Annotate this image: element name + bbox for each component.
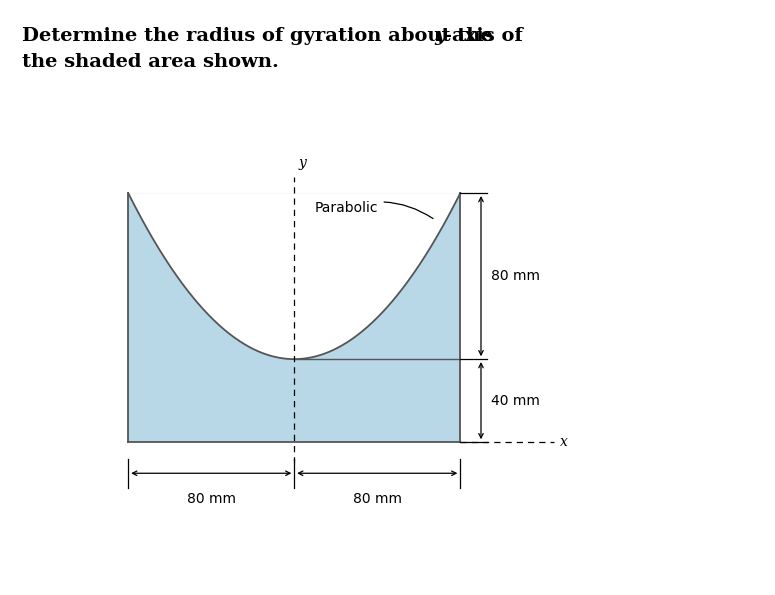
Text: y: y	[298, 156, 306, 170]
Text: Determine the radius of gyration about the: Determine the radius of gyration about t…	[22, 27, 499, 45]
Text: 80 mm: 80 mm	[187, 492, 236, 506]
Text: y: y	[434, 27, 446, 45]
Text: 80 mm: 80 mm	[491, 269, 540, 283]
Polygon shape	[129, 193, 460, 442]
Text: x: x	[560, 435, 568, 449]
Polygon shape	[129, 193, 460, 359]
Text: 80 mm: 80 mm	[353, 492, 401, 506]
Text: Parabolic: Parabolic	[315, 201, 433, 218]
Text: 40 mm: 40 mm	[491, 394, 540, 408]
Text: -axis of: -axis of	[444, 27, 523, 45]
Text: the shaded area shown.: the shaded area shown.	[22, 53, 279, 71]
